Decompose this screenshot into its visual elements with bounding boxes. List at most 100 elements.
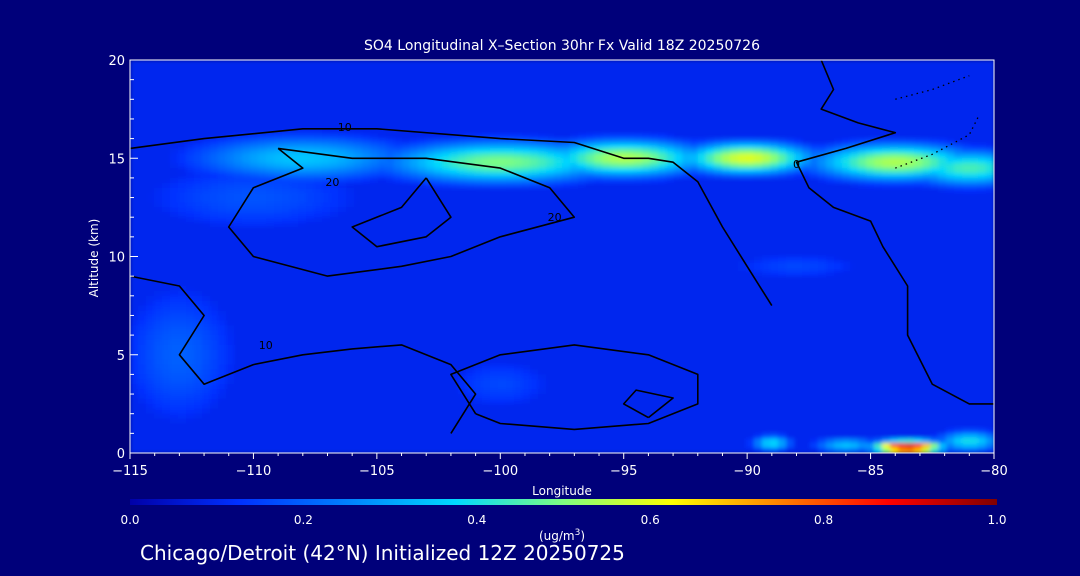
- heatmap-cell: [514, 123, 523, 130]
- heatmap-cell: [730, 64, 739, 71]
- heatmap-cell: [186, 192, 195, 199]
- heatmap-cell: [234, 281, 243, 287]
- heatmap-cell: [394, 222, 403, 228]
- heatmap-cell: [602, 207, 611, 213]
- heatmap-cell: [186, 227, 195, 233]
- heatmap-cell: [466, 281, 475, 287]
- heatmap-cell: [730, 133, 739, 140]
- heatmap-cell: [266, 69, 275, 76]
- heatmap-cell: [498, 231, 507, 238]
- heatmap-cell: [330, 99, 339, 105]
- heatmap-cell: [810, 158, 819, 164]
- heatmap-cell: [146, 197, 155, 204]
- heatmap-cell: [578, 79, 587, 86]
- heatmap-cell: [698, 94, 707, 100]
- heatmap-cell: [986, 251, 994, 258]
- heatmap-cell: [706, 256, 715, 263]
- heatmap-cell: [202, 182, 211, 189]
- heatmap-cell: [658, 197, 667, 204]
- heatmap-cell: [802, 60, 811, 66]
- heatmap-cell: [658, 281, 667, 287]
- heatmap-cell: [698, 69, 707, 76]
- heatmap-cell: [642, 251, 651, 258]
- heatmap-cell: [322, 114, 331, 120]
- heatmap-cell: [890, 177, 899, 184]
- heatmap-cell: [938, 182, 947, 189]
- heatmap-cell: [610, 246, 619, 253]
- heatmap-cell: [170, 187, 179, 194]
- heatmap-cell: [866, 217, 875, 223]
- heatmap-cell: [378, 222, 387, 228]
- heatmap-cell: [986, 114, 994, 120]
- heatmap-cell: [986, 109, 994, 115]
- heatmap-cell: [450, 172, 459, 179]
- heatmap-cell: [962, 104, 971, 110]
- heatmap-cell: [946, 60, 955, 66]
- heatmap-cell: [354, 197, 363, 204]
- heatmap-cell: [306, 74, 315, 81]
- heatmap-cell: [658, 64, 667, 71]
- heatmap-cell: [658, 114, 667, 120]
- heatmap-cell: [586, 266, 595, 272]
- heatmap-cell: [370, 133, 379, 140]
- heatmap-cell: [626, 74, 635, 81]
- heatmap-cell: [794, 217, 803, 223]
- heatmap-cell: [858, 163, 867, 169]
- heatmap-cell: [890, 236, 899, 243]
- heatmap-cell: [514, 79, 523, 86]
- heatmap-cell: [930, 64, 939, 71]
- heatmap-cell: [210, 84, 219, 91]
- heatmap-cell: [794, 133, 803, 140]
- heatmap-cell: [370, 222, 379, 228]
- heatmap-cell: [474, 197, 483, 204]
- heatmap-cell: [154, 202, 163, 208]
- heatmap-cell: [162, 123, 171, 130]
- heatmap-cell: [898, 227, 907, 233]
- heatmap-cell: [354, 84, 363, 91]
- heatmap-cell: [618, 158, 627, 164]
- heatmap-cell: [170, 138, 179, 145]
- heatmap-cell: [202, 261, 211, 267]
- heatmap-cell: [842, 207, 851, 213]
- heatmap-cell: [706, 123, 715, 130]
- heatmap-cell: [242, 60, 251, 66]
- heatmap-cell: [498, 227, 507, 233]
- heatmap-cell: [506, 251, 515, 258]
- heatmap-cell: [186, 202, 195, 208]
- heatmap-cell: [234, 133, 243, 140]
- heatmap-cell: [514, 109, 523, 115]
- heatmap-cell: [930, 79, 939, 86]
- heatmap-cell: [482, 256, 491, 263]
- heatmap-cell: [450, 133, 459, 140]
- heatmap-cell: [810, 133, 819, 140]
- heatmap-cell: [874, 79, 883, 86]
- heatmap-cell: [890, 114, 899, 120]
- heatmap-cell: [698, 231, 707, 238]
- heatmap-cell: [418, 256, 427, 263]
- heatmap-cell: [218, 172, 227, 179]
- heatmap-cell: [170, 109, 179, 115]
- heatmap-cell: [338, 99, 347, 105]
- heatmap-cell: [394, 207, 403, 213]
- heatmap-cell: [210, 261, 219, 267]
- heatmap-cell: [162, 276, 171, 282]
- heatmap-cell: [546, 114, 555, 120]
- heatmap-cell: [346, 138, 355, 145]
- heatmap-cell: [906, 231, 915, 238]
- heatmap-cell: [882, 109, 891, 115]
- heatmap-cell: [554, 172, 563, 179]
- heatmap-cell: [202, 138, 211, 145]
- heatmap-cell: [562, 222, 571, 228]
- heatmap-cell: [162, 177, 171, 184]
- heatmap-cell: [402, 231, 411, 238]
- heatmap-cell: [578, 109, 587, 115]
- heatmap-cell: [258, 187, 267, 194]
- heatmap-cell: [202, 222, 211, 228]
- heatmap-cell: [314, 114, 323, 120]
- heatmap-cell: [538, 172, 547, 179]
- heatmap-cell: [154, 94, 163, 100]
- heatmap-cell: [722, 128, 731, 135]
- heatmap-cell: [890, 99, 899, 105]
- heatmap-cell: [386, 64, 395, 71]
